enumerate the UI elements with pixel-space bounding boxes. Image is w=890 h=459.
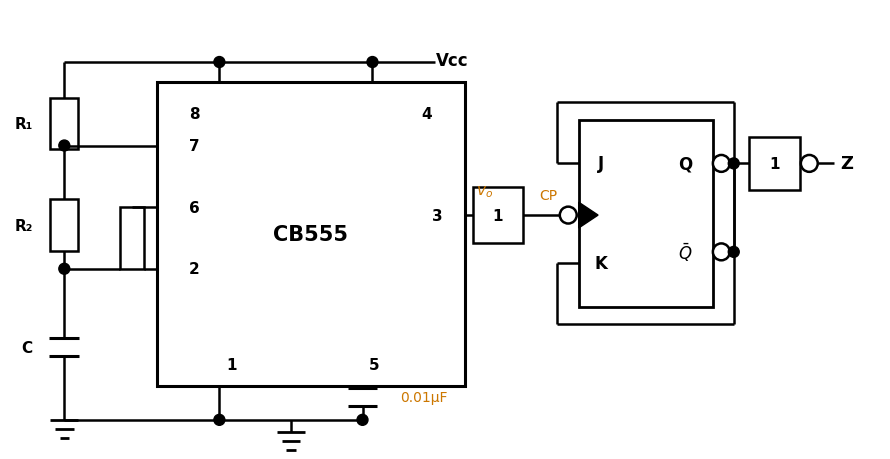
Circle shape (59, 264, 69, 274)
Text: Vcc: Vcc (435, 52, 468, 70)
FancyBboxPatch shape (51, 200, 78, 252)
Circle shape (560, 207, 577, 224)
Circle shape (214, 414, 225, 425)
Text: 7: 7 (190, 139, 200, 154)
Text: Q: Q (678, 155, 692, 173)
Text: CP: CP (539, 189, 557, 203)
FancyBboxPatch shape (578, 120, 713, 307)
Text: C: C (21, 340, 33, 355)
Text: CB555: CB555 (273, 224, 348, 245)
Text: 1: 1 (492, 208, 503, 223)
Text: 1: 1 (226, 357, 237, 372)
Text: R₁: R₁ (14, 117, 33, 132)
Text: K: K (595, 254, 607, 272)
Polygon shape (578, 203, 598, 229)
Circle shape (713, 244, 730, 261)
Text: 6: 6 (190, 200, 200, 215)
Text: 5: 5 (369, 357, 380, 372)
Circle shape (728, 247, 740, 258)
Circle shape (801, 156, 818, 173)
Text: 2: 2 (190, 262, 200, 277)
Circle shape (357, 414, 368, 425)
Circle shape (713, 156, 730, 173)
FancyBboxPatch shape (51, 99, 78, 150)
Text: 8: 8 (190, 107, 200, 122)
Circle shape (59, 141, 69, 151)
Text: 3: 3 (432, 208, 442, 223)
Text: R₂: R₂ (14, 218, 33, 233)
Text: $v_o$: $v_o$ (476, 184, 493, 200)
FancyBboxPatch shape (748, 137, 800, 191)
FancyBboxPatch shape (473, 188, 522, 243)
Text: 4: 4 (422, 107, 433, 122)
Text: J: J (597, 155, 603, 173)
Text: 1: 1 (769, 157, 780, 172)
Text: Z: Z (841, 155, 854, 173)
FancyBboxPatch shape (120, 207, 144, 269)
Text: $\bar{Q}$: $\bar{Q}$ (678, 241, 692, 263)
Circle shape (728, 159, 740, 169)
Circle shape (367, 57, 378, 68)
FancyBboxPatch shape (157, 83, 465, 386)
Circle shape (214, 57, 225, 68)
Text: 0.01μF: 0.01μF (400, 390, 448, 404)
